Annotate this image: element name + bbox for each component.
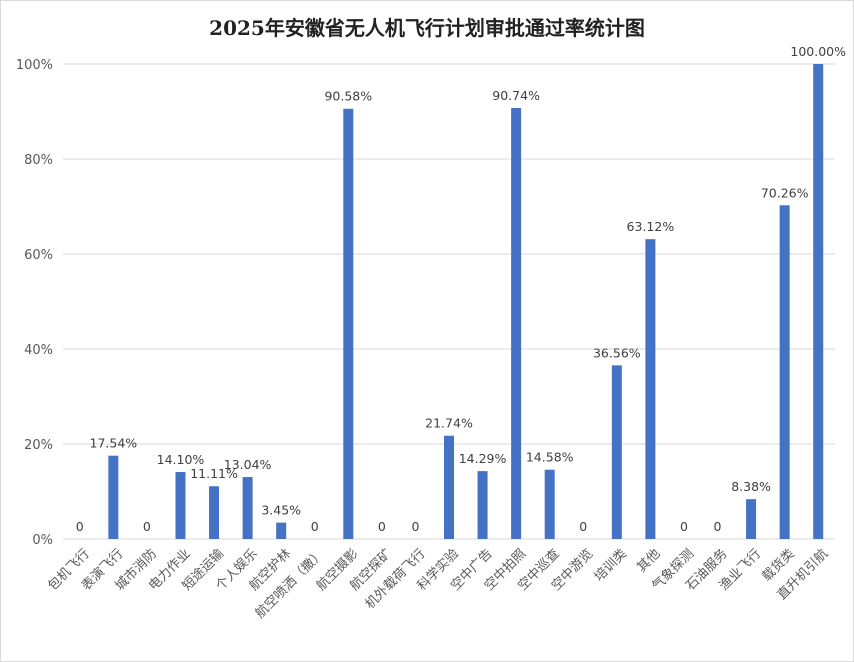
bar: [343, 108, 354, 540]
bar: [645, 239, 656, 539]
data-label: 21.74%: [425, 416, 473, 431]
x-tick-label: 培训类: [591, 546, 630, 585]
bar: [209, 486, 220, 539]
data-label: 3.45%: [261, 503, 301, 518]
y-axis-ticks: 0% 20% 40% 60% 80% 100%: [16, 58, 53, 548]
data-label: 70.26%: [761, 185, 809, 200]
data-labels: 0 17.54% 0 14.10%11.11%13.04% 3.45% 0 90.58% 0 0…: [76, 44, 846, 534]
bar: [746, 499, 757, 539]
bar: [477, 471, 488, 539]
y-tick-label: 20%: [24, 438, 53, 453]
bar: [276, 522, 287, 539]
data-label: 63.12%: [627, 219, 675, 234]
bar: [813, 64, 824, 539]
bar: [175, 472, 186, 539]
data-label: 14.58%: [526, 450, 574, 465]
data-label: 0: [714, 519, 722, 534]
data-label: 14.29%: [459, 451, 507, 466]
bars: [108, 64, 824, 540]
bar: [242, 477, 253, 539]
chart-title: 2025年安徽省无人机飞行计划审批通过率统计图: [209, 16, 645, 40]
data-label: 90.74%: [492, 88, 540, 103]
data-label: 17.54%: [90, 436, 138, 451]
bar: [779, 205, 790, 539]
grid-lines: [63, 63, 835, 540]
y-tick-label: 100%: [16, 58, 53, 73]
y-tick-label: 60%: [24, 248, 53, 263]
bar: [544, 469, 555, 539]
data-label: 0: [378, 519, 386, 534]
data-label: 0: [311, 519, 319, 534]
data-label: 13.04%: [224, 457, 272, 472]
data-label: 14.10%: [157, 452, 205, 467]
bar: [108, 455, 119, 539]
y-tick-label: 0%: [32, 533, 53, 548]
x-tick-label: 其他: [634, 546, 663, 575]
data-label: 90.58%: [324, 89, 372, 104]
data-label: 0: [579, 519, 587, 534]
bar: [611, 365, 622, 539]
data-label: 0: [680, 519, 688, 534]
x-axis-ticks: 包机飞行表演飞行城市消防电力作业短途运输个人娱乐航空护林航空喷洒（撒）航空摄影航…: [45, 546, 831, 622]
data-label: 8.38%: [731, 479, 771, 494]
bar: [444, 435, 454, 539]
data-label: 0: [411, 519, 419, 534]
y-tick-label: 40%: [24, 343, 53, 358]
data-label: 0: [143, 519, 151, 534]
y-tick-label: 80%: [24, 153, 53, 168]
data-label: 100.00%: [790, 44, 846, 59]
data-label: 36.56%: [593, 345, 641, 360]
data-label: 0: [76, 519, 84, 534]
data-label: 11.11%: [190, 466, 238, 481]
bar: [511, 107, 522, 540]
